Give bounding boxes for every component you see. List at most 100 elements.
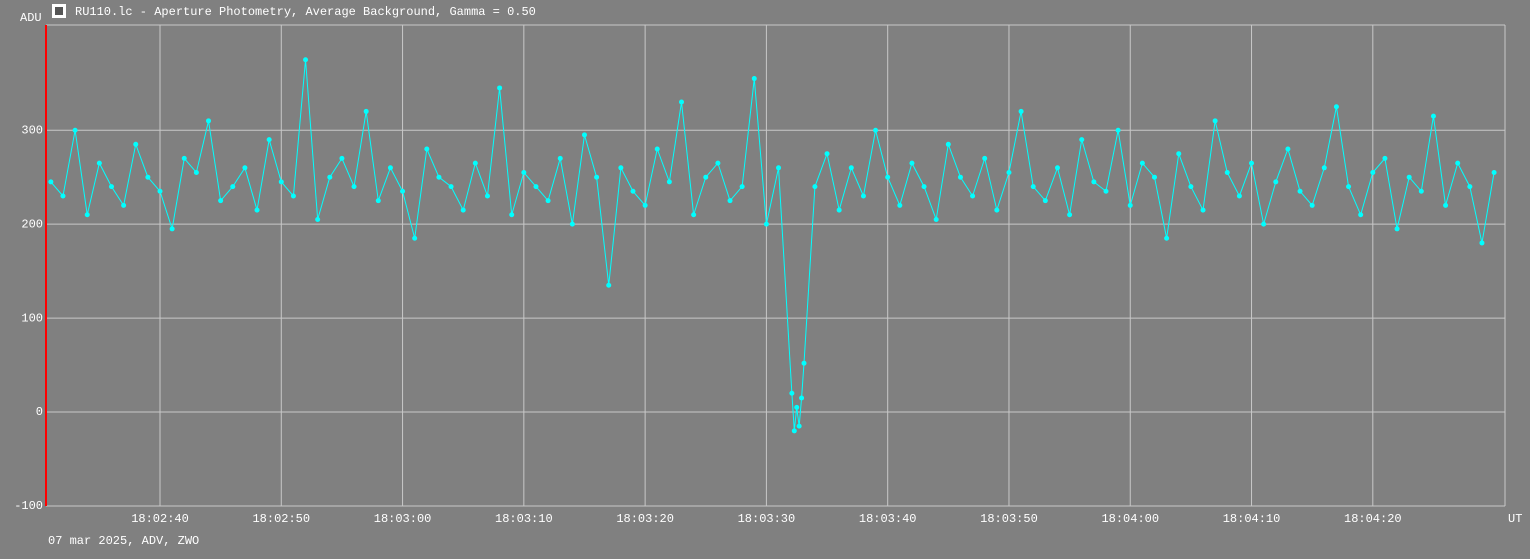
- data-point: [679, 99, 685, 105]
- data-point: [72, 127, 78, 133]
- data-point: [533, 184, 539, 190]
- data-point: [484, 193, 490, 199]
- y-tick-label: 300: [21, 123, 43, 137]
- data-point: [206, 118, 212, 124]
- x-tick-label: 18:04:10: [1223, 512, 1281, 526]
- data-point: [133, 141, 139, 147]
- data-point: [642, 202, 648, 208]
- data-point: [791, 428, 797, 434]
- data-point: [751, 76, 757, 82]
- series-line: [50, 59, 1495, 431]
- data-point: [1430, 113, 1436, 119]
- data-point: [654, 146, 660, 152]
- data-point: [1455, 160, 1461, 166]
- data-point: [1018, 108, 1024, 114]
- data-point: [266, 137, 272, 143]
- y-tick-label: 0: [36, 405, 43, 419]
- x-tick-label: 18:03:40: [859, 512, 917, 526]
- data-point: [1333, 104, 1339, 110]
- data-point: [351, 184, 357, 190]
- data-point: [1418, 188, 1424, 194]
- data-point: [945, 141, 951, 147]
- data-point: [957, 174, 963, 180]
- data-point: [1067, 212, 1073, 218]
- data-point: [569, 221, 575, 227]
- data-point: [789, 390, 795, 396]
- data-point: [594, 174, 600, 180]
- data-point: [630, 188, 636, 194]
- data-point: [460, 207, 466, 213]
- data-point: [1358, 212, 1364, 218]
- y-axis-label: ADU: [20, 11, 42, 25]
- data-point: [1030, 184, 1036, 190]
- data-point: [1091, 179, 1097, 185]
- data-point: [1370, 169, 1376, 175]
- data-point: [1406, 174, 1412, 180]
- x-tick-label: 18:03:30: [738, 512, 796, 526]
- data-point: [436, 174, 442, 180]
- data-point: [1152, 174, 1158, 180]
- data-point: [121, 202, 127, 208]
- data-point: [1224, 169, 1230, 175]
- x-tick-label: 18:04:20: [1344, 512, 1402, 526]
- data-point: [290, 193, 296, 199]
- data-point: [375, 198, 381, 204]
- data-point: [1382, 155, 1388, 161]
- data-point: [448, 184, 454, 190]
- data-point: [1103, 188, 1109, 194]
- data-point: [84, 212, 90, 218]
- data-point: [387, 165, 393, 171]
- data-point: [666, 179, 672, 185]
- data-point: [339, 155, 345, 161]
- data-point: [1042, 198, 1048, 204]
- y-tick-label: 100: [21, 311, 43, 325]
- data-point: [801, 360, 807, 366]
- data-point: [557, 155, 563, 161]
- data-point: [873, 127, 879, 133]
- data-point: [799, 395, 805, 401]
- data-point: [1443, 202, 1449, 208]
- data-point: [400, 188, 406, 194]
- data-point: [1346, 184, 1352, 190]
- data-point: [521, 169, 527, 175]
- data-point: [96, 160, 102, 166]
- x-tick-label: 18:04:00: [1101, 512, 1159, 526]
- data-point: [424, 146, 430, 152]
- data-point: [472, 160, 478, 166]
- y-tick-label: -100: [14, 499, 43, 513]
- data-point: [218, 198, 224, 204]
- x-tick-label: 18:03:10: [495, 512, 553, 526]
- data-point: [994, 207, 1000, 213]
- data-point: [145, 174, 151, 180]
- data-point: [1491, 169, 1497, 175]
- data-point: [1006, 169, 1012, 175]
- data-point: [1164, 235, 1170, 241]
- data-point: [715, 160, 721, 166]
- data-point: [1309, 202, 1315, 208]
- x-tick-label: 18:03:20: [616, 512, 674, 526]
- data-point: [921, 184, 927, 190]
- data-point: [970, 193, 976, 199]
- data-point: [193, 169, 199, 175]
- data-point: [1236, 193, 1242, 199]
- data-point: [727, 198, 733, 204]
- x-tick-label: 18:03:00: [374, 512, 432, 526]
- x-tick-label: 18:02:40: [131, 512, 189, 526]
- data-point: [1394, 226, 1400, 232]
- data-point: [497, 85, 503, 91]
- data-point: [763, 221, 769, 227]
- data-point: [1261, 221, 1267, 227]
- data-point: [327, 174, 333, 180]
- data-point: [254, 207, 260, 213]
- data-point: [1139, 160, 1145, 166]
- y-tick-label: 200: [21, 217, 43, 231]
- x-axis-label: UT: [1508, 512, 1522, 526]
- x-tick-label: 18:02:50: [252, 512, 310, 526]
- data-point: [897, 202, 903, 208]
- data-point: [1321, 165, 1327, 171]
- app-icon-inner: [55, 7, 63, 15]
- data-point: [794, 404, 800, 410]
